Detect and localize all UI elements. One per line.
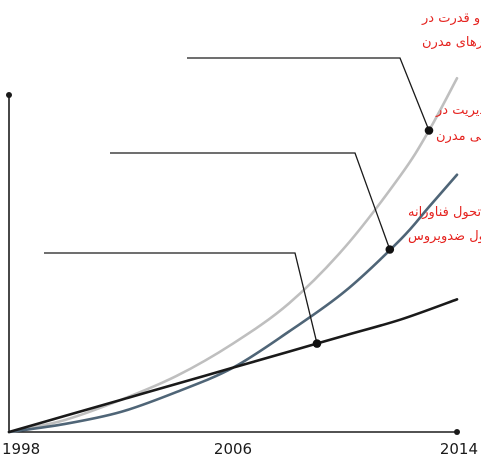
annotation-layer: میزان افزایش پیچیدگی و قدرت در حملات هدفد… xyxy=(408,10,481,244)
annotation-0-leader xyxy=(187,57,430,131)
annotation-1-marker xyxy=(385,245,395,254)
series-layer xyxy=(7,76,459,434)
annotation-1-leader xyxy=(110,152,391,250)
annotation-1: میزان پیچیدگی و سختی مدیریت در محیط های آ… xyxy=(435,102,481,144)
marker-layer xyxy=(312,126,434,348)
series-line-0 xyxy=(7,76,459,434)
leader-layer xyxy=(44,57,430,344)
x-tick-label-2: 2014 xyxy=(440,440,478,458)
annotation-2-line-0: میزان افزایش قدرت و تحول فناورانه xyxy=(408,205,481,220)
annotation-2-leader xyxy=(44,252,318,344)
x-tick-label-1: 2006 xyxy=(214,440,252,458)
annotation-1-line-0: میزان پیچیدگی و سختی مدیریت در xyxy=(435,102,481,118)
annotation-0-marker xyxy=(424,126,434,135)
annotation-2-marker xyxy=(312,339,322,348)
annotation-0-line-1: حملات هدفدار و بدافزارهای مدرن xyxy=(422,35,481,50)
annotation-1-line-1: محیط های آی تی و شبکه های سازمانی مدرن xyxy=(436,127,481,144)
x-tick-label-0: 1998 xyxy=(2,440,40,458)
y-axis-end-dot xyxy=(6,92,12,98)
tick-layer: 1998 2006 2014 xyxy=(2,440,478,458)
series-line-1 xyxy=(7,173,459,434)
axes xyxy=(6,92,460,435)
annotation-0-line-0: میزان افزایش پیچیدگی و قدرت در xyxy=(421,10,481,26)
annotation-2-line-1: در نرم افزارهای سنتی و معمول ضدویروس xyxy=(408,229,481,244)
annotation-0: میزان افزایش پیچیدگی و قدرت در حملات هدفد… xyxy=(421,10,481,50)
annotation-2: میزان افزایش قدرت و تحول فناورانه در نرم … xyxy=(408,205,481,244)
x-axis-end-dot xyxy=(454,429,460,435)
series-line-2 xyxy=(7,298,459,434)
